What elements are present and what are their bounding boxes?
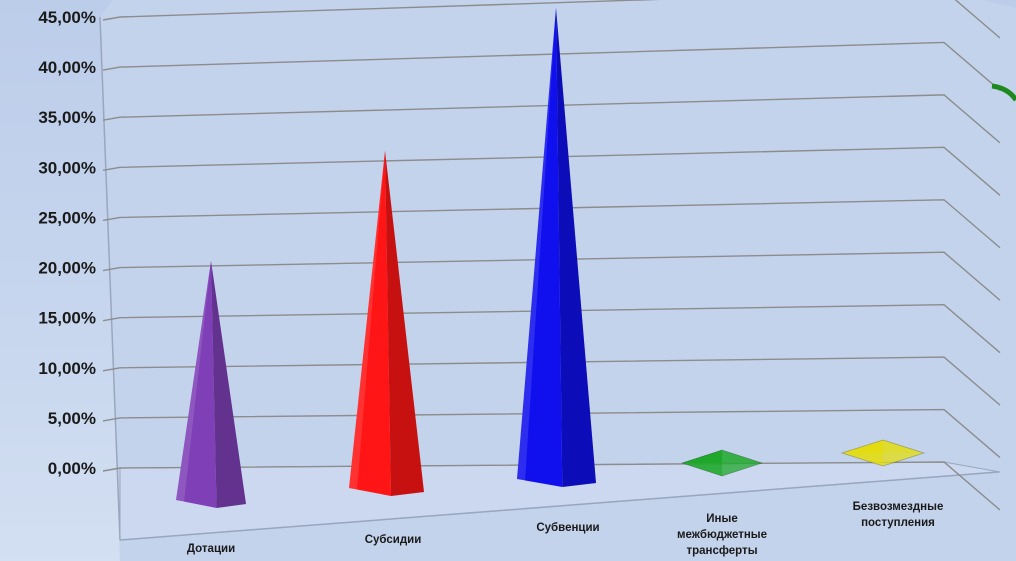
y-axis-ticks: 0,00% 5,00% 10,00% 15,00% 20,00% 25,00% 30,00%…	[38, 8, 96, 478]
y-tick-label: 15,00%	[38, 309, 96, 328]
y-tick-label: 35,00%	[38, 108, 96, 127]
y-axis-line	[99, 16, 121, 541]
pyramid-face-right	[556, 7, 596, 487]
x-axis-line	[119, 471, 999, 541]
pyramid-face-left	[517, 7, 563, 487]
x-tick-label: Дотации	[187, 543, 235, 555]
gridline	[102, 199, 1001, 249]
pyramid-face-front-left	[682, 463, 722, 476]
x-axis-ticks: Дотации Субсидии Субвенции Иные межбюджетные…	[187, 501, 944, 557]
pyramid-outline	[840, 439, 926, 467]
pyramid-bar	[176, 260, 246, 508]
pyramid-bar	[840, 439, 926, 467]
pyramid-highlight	[176, 260, 211, 502]
x-tick-label-line: межбюджетные	[677, 529, 767, 541]
pyramid-face-front-right	[883, 453, 924, 466]
pyramid-face-back-left	[842, 440, 883, 453]
y-tick-label: 30,00%	[38, 158, 96, 177]
x-tick-label: Иные межбюджетные трансферты	[677, 513, 767, 557]
y-tick-label: 10,00%	[38, 359, 96, 378]
x-tick-label-line: Безвозмездные	[853, 501, 944, 513]
y-tick-label: 20,00%	[38, 259, 96, 278]
pyramid-face-back-left	[682, 450, 722, 463]
pyramid-bar	[680, 449, 764, 477]
pyramid-highlight	[349, 150, 385, 490]
pyramid-highlight	[517, 7, 556, 481]
x-tick-label-line: трансферты	[686, 545, 757, 557]
x-tick-label-line: Дотации	[187, 543, 235, 555]
partial-arc-decoration	[991, 83, 1016, 102]
pyramid-face-right-shade	[556, 7, 596, 487]
gridline	[102, 251, 1001, 301]
x-tick-label: Безвозмездные поступления	[853, 501, 944, 529]
pyramid-face-front-left	[842, 453, 883, 466]
x-tick-label-line: Субвенции	[536, 522, 599, 534]
pyramid-bar	[517, 7, 596, 487]
pyramid-face-left	[176, 260, 217, 508]
gridline	[102, 41, 1001, 91]
pyramid-face-right	[211, 260, 246, 508]
y-tick-label: 40,00%	[38, 58, 96, 77]
pyramid-face-right	[385, 150, 424, 496]
x-tick-label: Субсидии	[365, 534, 422, 546]
pyramid-face-back-right	[883, 440, 924, 453]
y-tick-label: 45,00%	[38, 8, 96, 27]
gridline	[102, 94, 1001, 144]
pyramid-face-front-right	[722, 463, 762, 476]
pyramid-bar	[349, 150, 424, 496]
pyramid-face-left	[349, 150, 391, 496]
pyramid-face-right-shade	[211, 260, 246, 508]
y-tick-label: 0,00%	[48, 459, 96, 478]
gridline	[102, 146, 1001, 196]
y-tick-label: 5,00%	[48, 409, 96, 428]
x-tick-label-line: Субсидии	[365, 534, 422, 546]
y-tick-label: 25,00%	[38, 208, 96, 227]
gridline	[102, 0, 1001, 39]
x-tick-label: Субвенции	[536, 522, 599, 534]
pyramid-outline	[680, 449, 764, 477]
pyramid-bars	[176, 7, 926, 508]
pyramid-face-right-shade	[385, 150, 424, 496]
pyramid-face-back-right	[722, 450, 762, 463]
x-tick-label-line: Иные	[706, 513, 737, 525]
x-tick-label-line: поступления	[861, 517, 935, 529]
